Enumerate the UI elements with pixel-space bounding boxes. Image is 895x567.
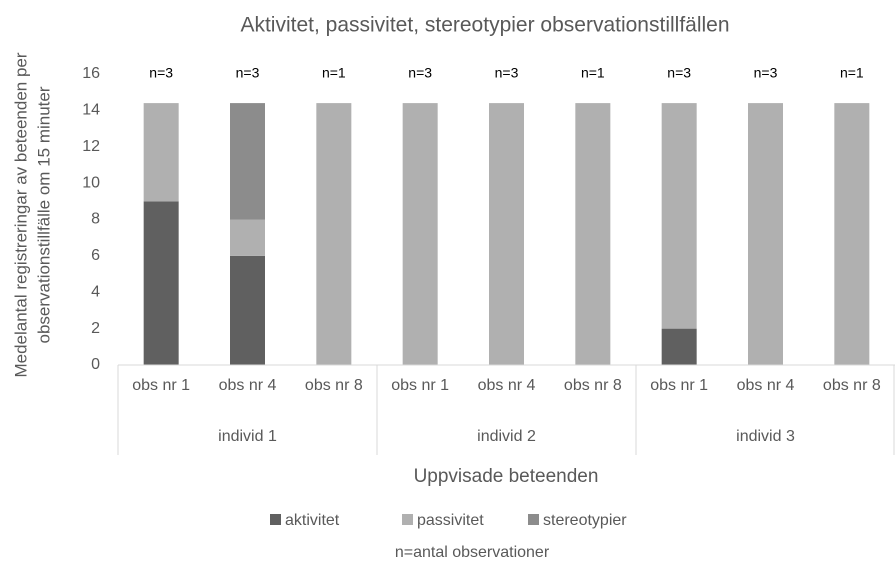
y-tick-label: 12 xyxy=(82,138,100,155)
footnote: n=antal observationer xyxy=(395,544,550,561)
x-tick-label: obs nr 8 xyxy=(823,377,881,394)
y-tick-label: 8 xyxy=(91,211,100,228)
annotation: n=3 xyxy=(236,65,260,81)
x-tick-label: obs nr 1 xyxy=(132,377,190,394)
y-tick-label: 4 xyxy=(91,283,100,300)
y-tick-label: 14 xyxy=(82,102,100,119)
y-tick-label: 10 xyxy=(82,174,100,191)
legend-swatch xyxy=(528,514,539,525)
legend-label: passivitet xyxy=(417,512,484,529)
bar-segment xyxy=(230,219,265,256)
y-tick-label: 0 xyxy=(91,356,100,373)
annotation: n=3 xyxy=(667,65,691,81)
bar-segment xyxy=(316,103,352,365)
x-tick-label: obs nr 1 xyxy=(391,377,449,394)
group-label: individ 2 xyxy=(477,428,536,445)
bar-segment xyxy=(575,103,611,365)
x-tick-label: obs nr 4 xyxy=(219,377,277,394)
chart-title: Aktivitet, passivitet, stereotypier obse… xyxy=(240,14,729,37)
x-tick-label: obs nr 4 xyxy=(737,377,795,394)
bar-segment xyxy=(230,255,265,365)
bar-segment xyxy=(834,103,870,365)
annotation: n=1 xyxy=(581,65,605,81)
bar-segment xyxy=(661,103,697,329)
annotation: n=1 xyxy=(322,65,346,81)
y-tick-label: 6 xyxy=(91,247,100,264)
group-label: individ 1 xyxy=(218,428,277,445)
x-tick-label: obs nr 8 xyxy=(305,377,363,394)
x-tick-label: obs nr 4 xyxy=(478,377,536,394)
legend-label: aktivitet xyxy=(285,512,340,529)
annotation: n=3 xyxy=(495,65,519,81)
legend-swatch xyxy=(270,514,281,525)
bar-segment xyxy=(661,328,697,365)
bar-segment xyxy=(489,103,524,365)
y-tick-label: 2 xyxy=(91,320,100,337)
x-tick-label: obs nr 8 xyxy=(564,377,622,394)
y-tick-label: 16 xyxy=(82,65,100,82)
bar-segment xyxy=(748,103,783,365)
y-axis-label: observationstillfälle om 15 minuter xyxy=(34,86,53,343)
legend-label: stereotypier xyxy=(543,512,627,529)
bar-segment xyxy=(402,103,438,365)
y-axis-label: Medelantal registreringar av beteenden p… xyxy=(11,52,30,377)
annotation: n=3 xyxy=(754,65,778,81)
group-label: individ 3 xyxy=(736,428,795,445)
legend-swatch xyxy=(402,514,413,525)
bar-segment xyxy=(143,103,179,202)
bar-segment xyxy=(230,103,265,220)
annotation: n=1 xyxy=(840,65,864,81)
x-tick-label: obs nr 1 xyxy=(650,377,708,394)
annotation: n=3 xyxy=(149,65,173,81)
annotation: n=3 xyxy=(408,65,432,81)
bar-segment xyxy=(143,201,179,365)
x-axis-label: Uppvisade beteenden xyxy=(414,466,599,487)
